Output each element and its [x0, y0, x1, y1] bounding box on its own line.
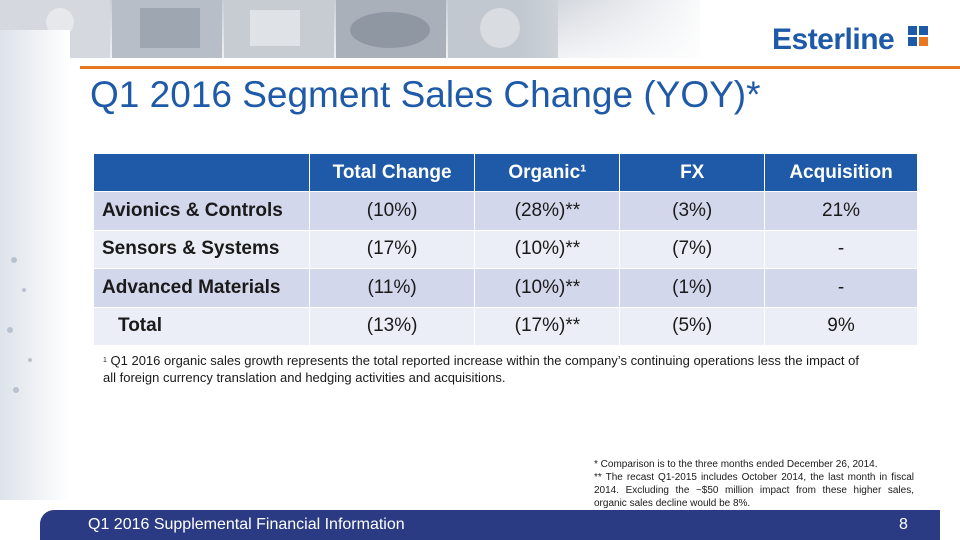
cell-fx: (1%): [619, 268, 766, 308]
segment-sales-table: Total Change Organic¹ FX Acquisition Avi…: [93, 153, 918, 346]
table-row: Avionics & Controls (10%) (28%)** (3%) 2…: [93, 191, 918, 231]
footnote-text: Q1 2016 organic sales growth represents …: [103, 353, 859, 385]
cell-acquisition: 9%: [764, 306, 918, 346]
row-label: Advanced Materials: [93, 268, 310, 308]
cell-organic: (10%)**: [474, 229, 621, 269]
cell-total-change: (10%): [308, 191, 476, 231]
table-row-total: Total (13%) (17%)** (5%) 9%: [93, 306, 918, 346]
footnote-marker: 1: [103, 357, 107, 364]
table-row: Sensors & Systems (17%) (10%)** (7%) -: [93, 229, 918, 269]
cell-fx: (7%): [619, 229, 766, 269]
cell-acquisition: -: [764, 229, 918, 269]
cell-fx: (3%): [619, 191, 766, 231]
organic-footnote: 1 Q1 2016 organic sales growth represent…: [103, 352, 863, 386]
cell-fx: (5%): [619, 306, 766, 346]
row-label: Sensors & Systems: [93, 229, 310, 269]
cell-organic: (10%)**: [474, 268, 621, 308]
logo-cross-icon: [908, 26, 928, 46]
header-photo-strip: [0, 0, 700, 58]
note-double-asterisk: ** The recast Q1-2015 includes October 2…: [594, 472, 914, 509]
cell-total-change: (17%): [308, 229, 476, 269]
cell-total-change: (13%): [308, 306, 476, 346]
row-label: Total: [93, 306, 310, 346]
table-row: Advanced Materials (11%) (10%)** (1%) -: [93, 268, 918, 308]
footer-title: Q1 2016 Supplemental Financial Informati…: [88, 516, 405, 533]
cell-organic: (17%)**: [474, 306, 621, 346]
row-label: Avionics & Controls: [93, 191, 310, 231]
logo-wordmark: Esterline: [772, 23, 895, 56]
page-number: 8: [899, 516, 908, 533]
cell-acquisition: -: [764, 268, 918, 308]
cell-organic: (28%)**: [474, 191, 621, 231]
column-header-fx: FX: [619, 153, 766, 192]
column-header-acquisition: Acquisition: [764, 153, 918, 192]
table-header-row: Total Change Organic¹ FX Acquisition: [93, 153, 918, 192]
cell-acquisition: 21%: [764, 191, 918, 231]
column-header-total-change: Total Change: [308, 153, 476, 192]
comparison-notes: * Comparison is to the three months ende…: [594, 458, 914, 510]
column-header-segment: [93, 153, 310, 192]
cell-total-change: (11%): [308, 268, 476, 308]
page-title: Q1 2016 Segment Sales Change (YOY)*: [90, 74, 761, 115]
left-decorative-band: [0, 30, 70, 500]
esterline-logo: Esterline: [772, 22, 932, 62]
footer-bar: [40, 510, 940, 540]
orange-divider: [80, 66, 960, 69]
note-single-asterisk: * Comparison is to the three months ende…: [594, 459, 878, 470]
column-header-organic: Organic¹: [474, 153, 621, 192]
